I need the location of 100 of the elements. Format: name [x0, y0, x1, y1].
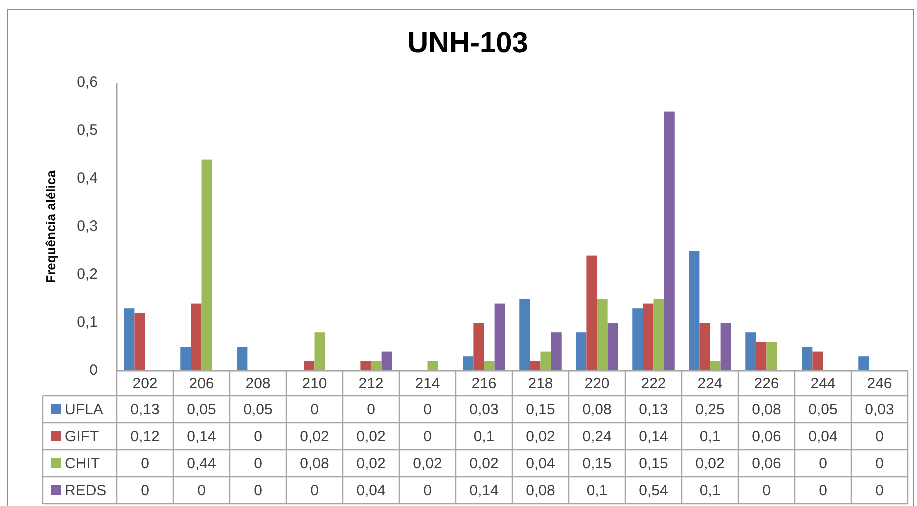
data-label: 0,02: [470, 455, 499, 472]
y-tick-label: 0,6: [77, 74, 98, 91]
data-label: 0,08: [752, 401, 782, 418]
data-label: 0,44: [187, 455, 216, 472]
bar: [632, 308, 644, 371]
bar: [202, 160, 212, 371]
data-label: 0: [762, 482, 771, 500]
data-label: 0,24: [582, 428, 612, 446]
bar: [520, 299, 530, 371]
x-tick-label: 210: [302, 375, 328, 392]
data-label: 0,1: [700, 482, 721, 500]
bar: [484, 361, 495, 371]
data-label: 0,13: [130, 401, 160, 418]
y-tick-label: 0,3: [77, 218, 98, 235]
x-tick-label: 244: [810, 375, 836, 392]
bar: [237, 347, 248, 371]
data-label: 0,06: [752, 428, 782, 446]
data-label: 0,15: [639, 455, 668, 472]
bar: [428, 361, 438, 371]
bar: [463, 356, 474, 371]
data-label: 0,05: [187, 401, 216, 418]
legend-label: GIFT: [65, 428, 100, 446]
bar: [608, 323, 618, 371]
y-tick-label: 0: [90, 362, 98, 379]
data-label: 0: [198, 482, 206, 500]
data-label: 0,02: [696, 455, 725, 472]
y-tick-label: 0,5: [77, 122, 98, 139]
bar: [766, 342, 778, 371]
bar: [643, 304, 654, 371]
data-label: 0,1: [700, 428, 721, 446]
data-label: 0,1: [474, 428, 495, 446]
data-label: 0,14: [470, 482, 499, 500]
bar: [530, 361, 541, 371]
data-label: 0,02: [356, 428, 386, 446]
bar: [746, 332, 756, 371]
data-label: 0,02: [300, 428, 330, 446]
data-label: 0,14: [639, 428, 668, 446]
x-tick-label: 212: [358, 375, 384, 392]
x-tick-label: 216: [472, 375, 497, 392]
data-label: 0,08: [300, 455, 330, 472]
bar: [124, 308, 135, 371]
data-label: 0,03: [470, 401, 499, 418]
bar: [700, 323, 710, 371]
y-tick-label: 0,1: [77, 314, 98, 331]
data-label: 0,04: [356, 482, 386, 500]
data-label: 0: [819, 455, 828, 472]
bar: [551, 332, 562, 371]
data-label: 0,25: [696, 401, 725, 418]
bar: [191, 304, 202, 371]
data-label: 0,04: [526, 455, 556, 472]
legend-label: CHIT: [65, 455, 100, 472]
bar: [304, 361, 315, 371]
bar: [382, 352, 392, 371]
data-label: 0: [876, 455, 884, 472]
legend-label: UFLA: [65, 401, 104, 418]
x-tick-label: 206: [189, 375, 214, 392]
data-label: 0,13: [639, 401, 668, 418]
data-label: 0,03: [865, 401, 894, 418]
bar: [134, 313, 146, 371]
bar: [576, 332, 587, 371]
bar: [802, 347, 813, 371]
data-label: 0,04: [808, 428, 838, 446]
data-label: 0,05: [244, 401, 273, 418]
data-label: 0,02: [413, 455, 442, 472]
bar: [720, 323, 732, 371]
bar: [540, 352, 552, 371]
bar: [756, 342, 767, 371]
data-label: 0: [310, 401, 319, 418]
data-label: 0: [367, 401, 376, 418]
bar: [710, 361, 721, 371]
data-label: 0: [254, 455, 262, 472]
x-tick-label: 218: [528, 375, 554, 392]
bar: [586, 256, 598, 371]
x-tick-label: 214: [415, 375, 440, 392]
bar: [474, 323, 484, 371]
bar: [812, 352, 824, 371]
data-label: 0,05: [808, 401, 838, 418]
data-label: 0: [141, 482, 150, 500]
data-label: 0,06: [752, 455, 782, 472]
data-label: 0: [254, 428, 262, 446]
data-label: 0: [141, 455, 150, 472]
bar: [597, 299, 608, 371]
data-label: 0: [310, 482, 319, 500]
data-label: 0,12: [130, 428, 160, 446]
bar: [180, 347, 192, 371]
x-tick-label: 226: [754, 375, 780, 392]
data-label: 0: [424, 482, 432, 500]
data-label: 0,02: [356, 455, 386, 472]
data-label: 0,08: [582, 401, 612, 418]
data-label: 0,08: [526, 482, 556, 500]
legend-label: REDS: [65, 482, 107, 500]
bar: [664, 112, 675, 371]
bar: [689, 251, 700, 371]
y-axis-title: Frequência alélica: [43, 170, 58, 284]
data-label: 0,1: [586, 482, 608, 500]
x-tick-label: 222: [641, 375, 666, 392]
bar: [494, 304, 506, 371]
y-tick-label: 0,2: [77, 266, 98, 283]
data-label: 0,14: [187, 428, 216, 446]
chart-title: UNH-103: [408, 28, 528, 60]
